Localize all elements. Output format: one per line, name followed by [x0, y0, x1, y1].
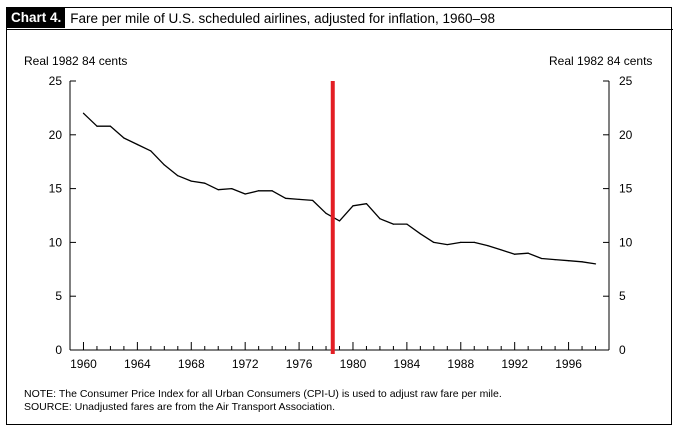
x-tick-label: 1996: [555, 357, 582, 371]
x-tick-label: 1972: [232, 357, 259, 371]
chart-title: Fare per mile of U.S. scheduled airlines…: [70, 10, 496, 26]
chart-header: Chart 4. Fare per mile of U.S. scheduled…: [7, 8, 495, 28]
y-tick-label-left: 25: [49, 74, 63, 88]
data-point: [473, 241, 475, 243]
fare-series-line: [83, 112, 596, 265]
y-tick-label-right: 25: [619, 74, 633, 88]
data-point: [594, 263, 597, 265]
y-tick-label-right: 20: [619, 128, 633, 142]
data-point: [82, 112, 85, 114]
data-point: [365, 203, 368, 205]
data-point: [109, 125, 112, 127]
data-point: [190, 180, 192, 182]
data-point: [392, 223, 394, 225]
data-point: [231, 188, 233, 190]
data-point: [163, 164, 165, 166]
data-point: [460, 241, 462, 243]
data-point: [541, 257, 543, 260]
chart-frame: [6, 7, 672, 425]
chart-number-tag: Chart 4.: [7, 8, 66, 28]
x-tick-label: 1964: [124, 357, 151, 371]
data-point: [136, 143, 138, 146]
chart-notes: NOTE: The Consumer Price Index for all U…: [24, 388, 502, 414]
data-point: [258, 190, 260, 192]
x-tick-label: 1980: [340, 357, 367, 371]
title-divider: [7, 29, 673, 30]
y-tick-label-right: 10: [619, 235, 633, 249]
data-point: [177, 175, 179, 177]
data-point: [352, 205, 354, 207]
x-tick-label: 1984: [394, 357, 421, 371]
right-axis-unit-label: Real 1982 84 cents: [549, 54, 653, 68]
data-point: [271, 190, 273, 192]
data-point: [379, 218, 381, 220]
x-tick-label: 1992: [501, 357, 528, 371]
y-tick-label-left: 0: [55, 343, 62, 357]
data-point: [487, 245, 489, 247]
source-text: Unadjusted fares are from the Air Transp…: [71, 401, 336, 413]
data-point: [514, 253, 516, 255]
note-text: The Consumer Price Index for all Urban C…: [56, 388, 502, 400]
y-tick-label-left: 5: [55, 289, 62, 303]
data-point: [285, 197, 287, 199]
left-axis-unit-label: Real 1982 84 cents: [24, 54, 128, 68]
data-point: [446, 243, 448, 246]
data-point: [217, 189, 219, 191]
data-point: [311, 199, 314, 202]
data-point: [567, 260, 570, 262]
data-point: [554, 259, 556, 261]
note-line: NOTE: The Consumer Price Index for all U…: [24, 388, 502, 401]
data-point: [419, 233, 421, 235]
y-tick-label-left: 10: [49, 235, 63, 249]
data-point: [325, 212, 327, 214]
data-point: [244, 193, 246, 195]
y-tick-label-left: 20: [49, 128, 63, 142]
data-point: [96, 125, 98, 127]
x-tick-label: 1976: [286, 357, 313, 371]
source-line: SOURCE: Unadjusted fares are from the Ai…: [24, 401, 502, 414]
source-label: SOURCE:: [24, 401, 72, 413]
data-point: [298, 198, 300, 200]
data-point: [500, 249, 502, 251]
y-tick-label-left: 15: [49, 182, 63, 196]
x-tick-label: 1988: [447, 357, 474, 371]
data-point: [204, 182, 206, 184]
note-label: NOTE:: [24, 388, 57, 400]
data-point: [406, 223, 408, 225]
data-point: [527, 252, 529, 254]
data-point: [123, 137, 125, 139]
y-tick-label-right: 0: [619, 343, 626, 357]
x-tick-label: 1960: [70, 357, 97, 371]
data-point: [150, 150, 152, 152]
data-point: [581, 261, 583, 263]
y-tick-label-right: 5: [619, 289, 626, 303]
data-point: [433, 241, 435, 243]
y-tick-label-right: 15: [619, 182, 633, 196]
data-point: [338, 220, 341, 222]
x-tick-label: 1968: [178, 357, 205, 371]
